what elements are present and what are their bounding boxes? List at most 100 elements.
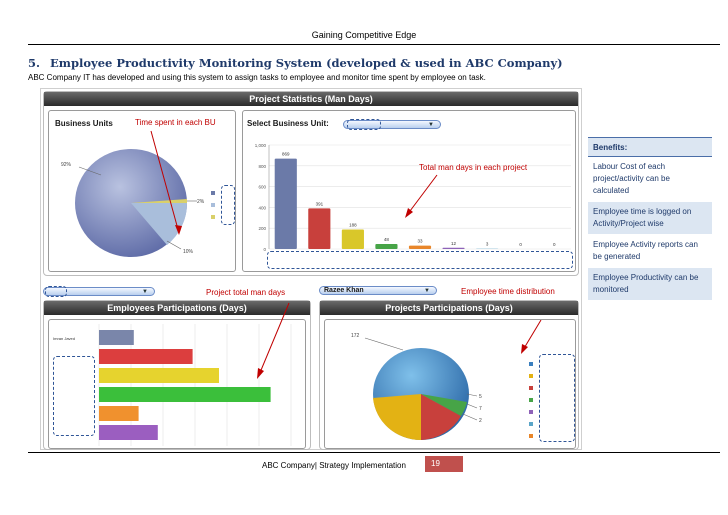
business-unit-dropdown[interactable]: ▼ [343, 120, 441, 129]
section-title: 5. Employee Productivity Monitoring Syste… [28, 56, 563, 70]
dashboard-screenshot: Project Statistics (Man Days) Business U… [40, 88, 582, 450]
annotation-arrow-distribution [521, 320, 542, 354]
employee-filter-dropdown[interactable]: ▼ [43, 287, 155, 296]
employee-bar [99, 349, 193, 364]
business-units-label: Business Units [55, 119, 113, 128]
legend-swatch [529, 374, 533, 378]
employee-filter-highlight [45, 286, 67, 297]
legend-swatch [211, 215, 215, 219]
footer-text: ABC Company| Strategy Implementation [262, 461, 406, 470]
benefit-item: Labour Cost of each project/activity can… [588, 157, 712, 202]
benefits-panel: Benefits: Labour Cost of each project/ac… [588, 137, 712, 301]
man-days-bar-chart: 1,000 800 600 400 200 0 869 391 188 48 33 12 3 0 0 [255, 143, 571, 252]
projects-chart-box: 172 5 7 2 [324, 319, 576, 449]
employee-bar [99, 406, 139, 421]
y-tick-label: 400 [258, 205, 266, 210]
project-statistics-title: Project Statistics (Man Days) [44, 92, 578, 106]
annotation-time-bu: Time spent in each BU [135, 118, 216, 127]
annotation-employee-distribution: Employee time distribution [461, 287, 555, 296]
legend-swatch [211, 191, 215, 195]
man-days-chart-box: Select Business Unit: ▼ 1,000 800 600 400 20… [242, 110, 576, 272]
y-tick-label: 200 [258, 226, 266, 231]
employee-bar [99, 368, 219, 383]
employee-select-dropdown[interactable]: Razee Khan ▼ [319, 286, 437, 295]
employee-bar [99, 425, 158, 440]
legend-swatch [529, 398, 533, 402]
bar-value-label: 0 [519, 242, 522, 247]
pie-mid-label: 10% [183, 249, 194, 255]
y-tick-label: 1,000 [255, 143, 267, 148]
page-number: 19 [425, 456, 463, 472]
pie-slice-green [421, 394, 467, 416]
annotation-man-days-project: Total man days in each project [419, 163, 528, 172]
annotation-arrow-employees [257, 302, 290, 379]
legend-swatch [529, 434, 533, 438]
intro-text: ABC Company IT has developed and using t… [28, 73, 486, 82]
benefit-item: Employee Activity reports can be generat… [588, 235, 712, 268]
annotation-arrow-bu [150, 130, 182, 235]
pie-main-label: 92% [61, 162, 72, 168]
select-business-unit-label: Select Business Unit: [247, 119, 329, 128]
benefits-title: Benefits: [588, 137, 712, 157]
projects-pie-chart: 172 5 7 2 [351, 333, 533, 441]
projects-legend-highlight [539, 354, 575, 442]
bar [308, 208, 331, 249]
benefit-item: Employee time is logged on Activity/Proj… [588, 202, 712, 235]
bar [408, 245, 432, 249]
projects-participations-panel: Projects Participations (Days) 172 [319, 300, 579, 450]
project-statistics-panel: Project Statistics (Man Days) Business U… [43, 91, 579, 276]
y-tick-label: 0 [263, 247, 266, 252]
benefit-item: Employee Productivity can be monitored [588, 268, 712, 301]
employees-participations-title: Employees Participations (Days) [44, 301, 310, 315]
y-tick-label: 600 [258, 185, 266, 190]
legend-swatch [211, 203, 215, 207]
chevron-down-icon: ▼ [142, 289, 148, 295]
pie-mid-slice [131, 203, 188, 245]
annotation-project-total: Project total man days [206, 288, 286, 297]
chevron-down-icon: ▼ [428, 122, 434, 128]
y-tick-label: 800 [258, 164, 266, 169]
employee-name-label: Imran Javed [53, 336, 75, 341]
projects-legend [529, 362, 533, 438]
legend-swatch [529, 422, 533, 426]
employee-names-highlight [53, 356, 95, 436]
employee-bar [99, 387, 271, 402]
section-number: 5. [28, 56, 41, 70]
legend-highlight-box [221, 185, 235, 225]
business-units-pie: 92% 2% 10% [61, 149, 215, 257]
bar-value-label: 0 [553, 242, 556, 247]
selected-employee: Razee Khan [324, 287, 364, 294]
pie-slice-yellow [373, 394, 421, 441]
pie-side-label: 7 [479, 406, 482, 412]
legend-swatch [529, 386, 533, 390]
bar-value-label: 869 [282, 152, 290, 157]
footer-rule [28, 452, 720, 453]
employees-participations-panel: Employees Participations (Days) Imran Ja… [43, 300, 311, 450]
chevron-down-icon: ▼ [424, 288, 430, 294]
document-header: Gaining Competitive Edge [311, 30, 417, 40]
pie-side-label: 5 [479, 394, 482, 400]
bar-value-label: 3 [486, 242, 489, 247]
dropdown-highlight-box [347, 119, 381, 130]
xaxis-highlight-box [267, 251, 573, 269]
legend-swatch [529, 410, 533, 414]
projects-participations-title: Projects Participations (Days) [320, 301, 578, 315]
bar-value-label: 188 [349, 222, 357, 227]
annotation-arrow-project [405, 174, 438, 218]
pie-slice-red [421, 394, 461, 440]
business-units-box: Business Units 92% 2% 10% [48, 110, 236, 272]
section-title-text: Employee Productivity Monitoring System … [50, 56, 563, 70]
bar-value-label: 33 [417, 239, 423, 244]
bar-value-label: 12 [451, 241, 457, 246]
bar [274, 158, 297, 249]
bar-value-label: 391 [316, 201, 324, 206]
bar [442, 247, 465, 249]
employees-chart-box: Imran Javed [48, 319, 306, 449]
legend-swatch [529, 362, 533, 366]
bar [341, 229, 364, 249]
header-rule [28, 44, 720, 45]
bar [375, 244, 398, 249]
employee-bar [99, 330, 134, 345]
pie-small-slice [131, 199, 187, 203]
pie-top-label: 172 [351, 333, 360, 339]
